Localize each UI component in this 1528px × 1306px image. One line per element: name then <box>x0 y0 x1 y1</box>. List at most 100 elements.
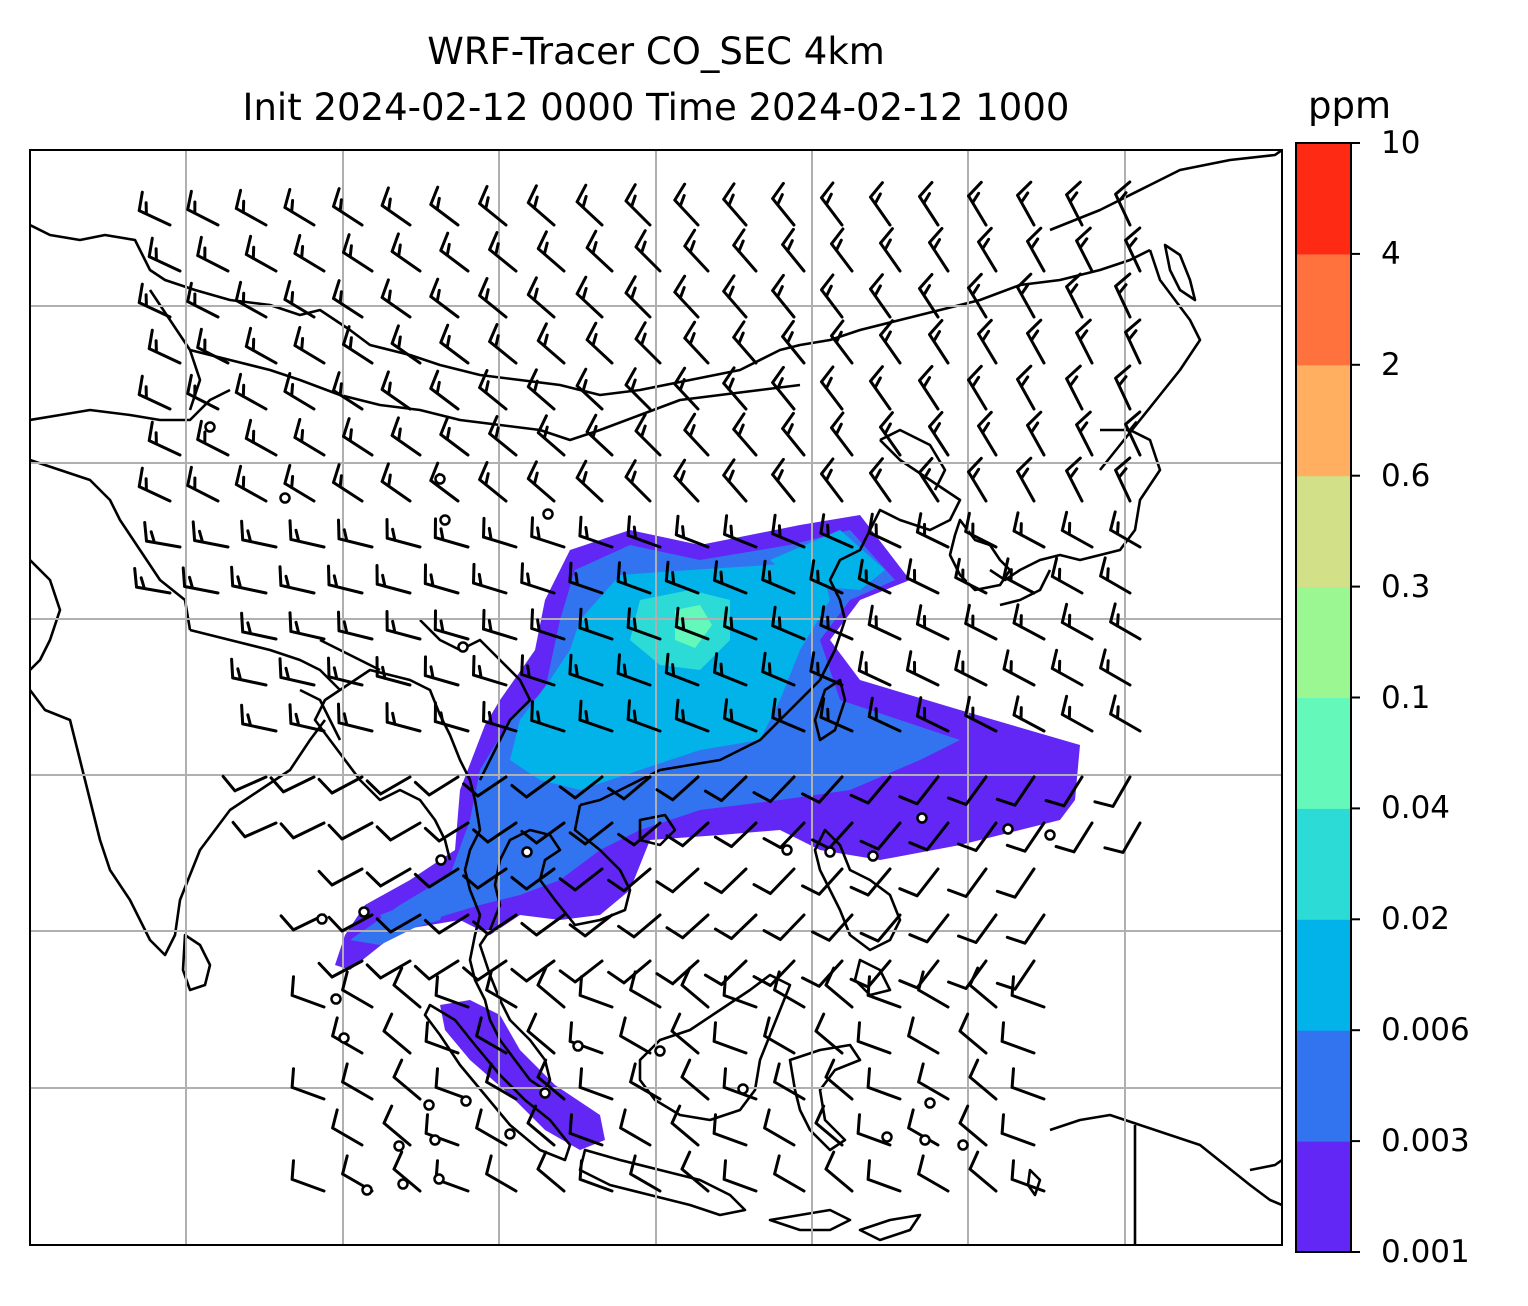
wind-barb <box>1065 364 1084 411</box>
wind-barb <box>536 966 566 1009</box>
wind-barb <box>196 235 230 273</box>
wind-barb <box>439 415 470 457</box>
wind-barb <box>558 775 604 800</box>
wind-barb <box>917 1154 950 1193</box>
wind-barb <box>607 959 652 985</box>
wind-barb <box>617 913 662 939</box>
wind-barb <box>478 185 508 227</box>
wind-barb <box>380 278 412 319</box>
wind-barb <box>674 606 710 641</box>
colorbar-segment <box>1296 143 1351 255</box>
wind-barb <box>472 562 508 595</box>
wind-barb <box>520 913 566 937</box>
wind-barb <box>536 322 566 365</box>
wind-barb <box>1044 775 1084 808</box>
wind-barb <box>1109 602 1142 641</box>
wind-barb <box>317 775 364 795</box>
wind-barb <box>585 321 614 365</box>
wind-barb <box>1012 695 1046 733</box>
wind-barb <box>732 228 758 273</box>
wind-barb <box>830 319 854 365</box>
wind-barb <box>1060 602 1094 641</box>
wind-barb <box>820 365 844 411</box>
wind-barb <box>1010 1067 1046 1101</box>
wind-barb <box>337 610 374 641</box>
wind-barb <box>867 512 902 549</box>
wind-barb <box>869 457 892 503</box>
wind-barb <box>558 959 604 984</box>
wind-barb <box>869 365 892 411</box>
wind-barb <box>814 1104 844 1147</box>
wind-barb <box>683 228 710 273</box>
wind-barb <box>1099 648 1132 687</box>
wind-barb <box>1026 410 1046 457</box>
wind-barb <box>536 1058 566 1101</box>
wind-barb <box>558 867 604 892</box>
wind-barb <box>634 229 662 273</box>
wind-barb <box>1093 775 1132 808</box>
wind-barb <box>670 1104 700 1147</box>
wind-barb <box>337 518 374 549</box>
wind-barb <box>670 1012 700 1055</box>
wind-barb <box>191 520 230 549</box>
calm-wind-marker <box>460 1095 472 1107</box>
wind-barb <box>221 774 268 793</box>
wind-barb <box>674 514 710 549</box>
wind-barb <box>293 234 326 273</box>
wind-barb <box>375 564 412 595</box>
wind-barb <box>485 970 518 1009</box>
wind-barb <box>761 559 796 595</box>
wind-barb <box>1002 557 1036 595</box>
wind-barb <box>520 821 566 845</box>
wind-barb <box>732 320 758 365</box>
wind-barb <box>820 181 844 227</box>
wind-barb <box>331 1016 364 1055</box>
wind-barb <box>147 236 182 273</box>
wind-barb <box>626 515 662 549</box>
wind-barb <box>439 323 470 365</box>
wind-barb <box>898 775 940 806</box>
wind-barb <box>879 319 902 365</box>
wind-barb <box>856 1113 892 1147</box>
wind-barb <box>433 609 470 641</box>
wind-barb <box>244 234 278 273</box>
wind-barb <box>385 610 422 641</box>
wind-barb <box>1075 226 1094 273</box>
wind-barb <box>475 1016 508 1055</box>
wind-barb <box>536 230 566 273</box>
calm-wind-marker <box>361 1184 373 1196</box>
wind-barb <box>1005 821 1046 853</box>
wind-barb <box>331 1108 364 1147</box>
wind-barb <box>619 1108 652 1147</box>
wind-barb <box>771 513 806 549</box>
wind-barb <box>616 653 652 687</box>
colorbar-tick-label: 0.1 <box>1381 679 1431 716</box>
calm-wind-marker <box>824 846 836 858</box>
wind-barb <box>908 821 950 852</box>
wind-barb <box>536 1150 566 1193</box>
wind-barb <box>423 913 470 935</box>
wind-barb <box>230 657 268 687</box>
wind-barb <box>1075 318 1094 365</box>
wind-barb <box>722 366 748 411</box>
wind-barb <box>462 959 508 982</box>
wind-barb <box>342 417 374 457</box>
wind-barb <box>809 559 844 595</box>
wind-barb <box>977 226 998 273</box>
colorbar-segment <box>1296 1030 1351 1142</box>
wind-barb <box>763 1108 796 1147</box>
wind-barb <box>520 562 556 595</box>
calm-wind-marker <box>433 1173 445 1185</box>
colorbar-segment <box>1296 475 1351 588</box>
wind-barb <box>196 419 230 457</box>
wind-barb <box>915 512 950 549</box>
wind-barb <box>673 458 700 503</box>
wind-barb <box>947 867 988 898</box>
calm-wind-marker <box>316 913 328 925</box>
calm-wind-marker <box>867 850 879 862</box>
wind-barb <box>957 821 998 852</box>
wind-barb <box>462 867 508 890</box>
wind-barb <box>905 558 940 595</box>
wind-barb <box>575 367 604 411</box>
wind-barb <box>327 913 374 933</box>
